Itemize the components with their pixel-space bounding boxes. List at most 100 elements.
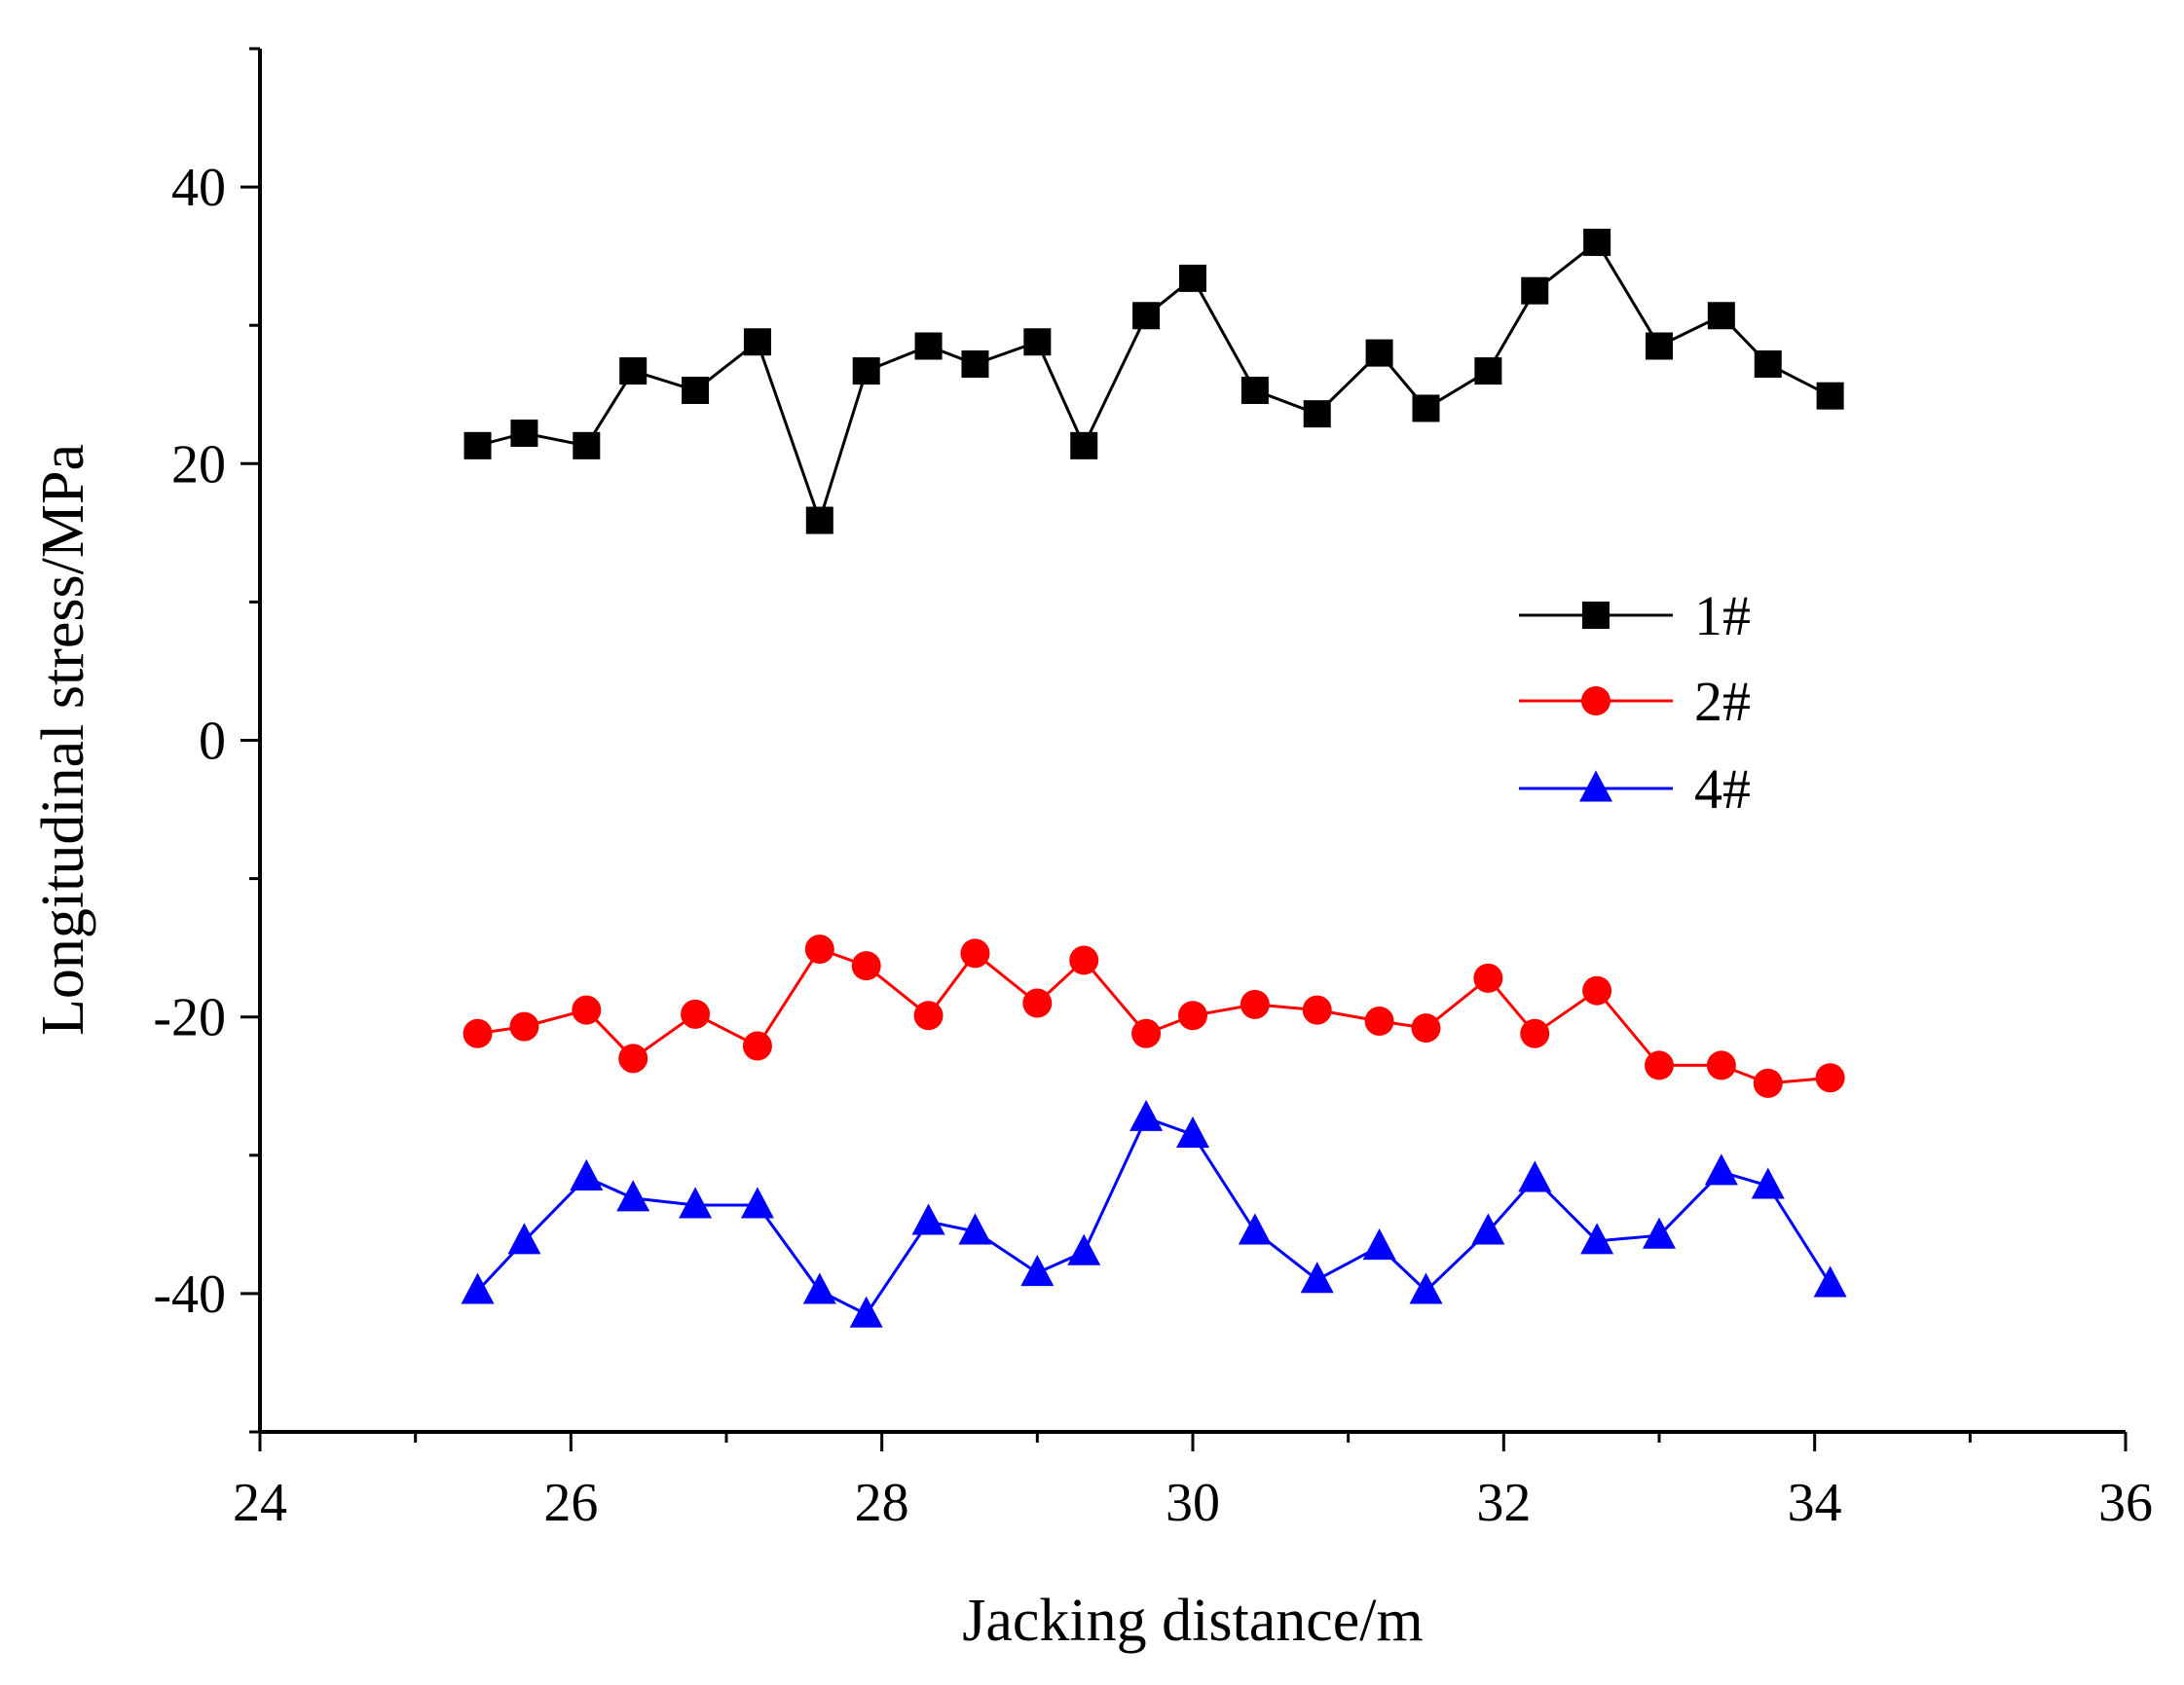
- data-point: [463, 1018, 493, 1048]
- y-tick-label: -20: [153, 988, 226, 1048]
- x-tick-label: 28: [855, 1473, 909, 1533]
- data-point: [1070, 431, 1098, 459]
- data-point: [849, 1296, 883, 1328]
- data-point: [1816, 382, 1844, 410]
- data-point: [1300, 1262, 1334, 1294]
- data-point: [1580, 1223, 1614, 1255]
- data-point: [616, 1180, 650, 1212]
- data-point: [1474, 357, 1502, 385]
- x-tick-label: 32: [1476, 1473, 1531, 1533]
- data-point: [507, 1223, 541, 1255]
- data-point: [1471, 1213, 1505, 1245]
- data-point: [510, 420, 538, 448]
- x-tick-label: 30: [1166, 1473, 1220, 1533]
- data-point: [1365, 339, 1393, 367]
- data-point: [1518, 1160, 1552, 1192]
- data-point: [1023, 328, 1052, 356]
- x-tick-label: 34: [1788, 1473, 1842, 1533]
- legend-item: 1#: [1519, 584, 1751, 647]
- data-point: [1302, 995, 1332, 1025]
- x-tick-label: 24: [233, 1473, 287, 1533]
- data-point: [509, 1011, 539, 1042]
- series-line: [477, 239, 1832, 526]
- data-point: [679, 1187, 713, 1219]
- legend-marker: [1582, 602, 1610, 629]
- y-tick-label: 40: [171, 158, 226, 218]
- data-point: [961, 349, 989, 378]
- x-tick-label: 26: [543, 1473, 598, 1533]
- series-0: [463, 228, 1844, 534]
- data-point: [1069, 945, 1099, 975]
- y-tick-label: 0: [199, 712, 226, 772]
- data-point: [742, 1031, 772, 1061]
- data-point: [1020, 1254, 1055, 1287]
- data-point: [1179, 264, 1206, 292]
- data-point: [1178, 1001, 1207, 1031]
- y-ticks: -40 -20 0 20 40: [153, 47, 260, 1434]
- data-point: [1176, 1116, 1209, 1148]
- y-axis-title: Longitudinal stress/MPa: [30, 444, 96, 1036]
- data-point: [914, 332, 943, 360]
- legend-marker: [1581, 686, 1610, 715]
- data-point: [572, 995, 602, 1025]
- data-point: [1706, 1050, 1736, 1081]
- data-point: [805, 506, 833, 534]
- data-point: [1238, 1213, 1272, 1245]
- data-point: [1646, 332, 1673, 360]
- data-point: [1067, 1233, 1101, 1265]
- data-point: [1643, 1217, 1676, 1249]
- data-point: [911, 1203, 945, 1235]
- data-point: [1240, 989, 1270, 1019]
- data-point: [1303, 400, 1331, 428]
- data-point: [1753, 1068, 1783, 1098]
- data-point: [618, 1044, 648, 1074]
- data-point: [1582, 975, 1612, 1006]
- data-point: [463, 431, 492, 459]
- data-point: [743, 328, 771, 356]
- data-point: [1520, 1018, 1550, 1048]
- series-line: [477, 947, 1831, 1085]
- data-point: [913, 1001, 944, 1031]
- data-point: [1362, 1227, 1396, 1261]
- data-point: [1815, 1063, 1845, 1093]
- legend-item: 4#: [1519, 757, 1751, 821]
- data-point: [1583, 228, 1611, 256]
- legend-label: 4#: [1694, 757, 1751, 821]
- data-point: [1707, 302, 1735, 330]
- data-point: [573, 431, 601, 459]
- data-point: [958, 1213, 992, 1245]
- data-point: [1131, 1018, 1162, 1048]
- x-axis-title: Jacking distance/m: [962, 1588, 1423, 1654]
- data-point: [802, 1272, 836, 1304]
- data-point: [681, 999, 711, 1029]
- data-point: [1240, 376, 1269, 404]
- data-point: [1521, 276, 1549, 305]
- y-tick-label: -40: [153, 1264, 226, 1325]
- legend-item: 2#: [1519, 670, 1751, 733]
- data-point: [960, 938, 990, 969]
- data-point: [1473, 963, 1503, 993]
- x-tick-label: 36: [2098, 1473, 2153, 1533]
- data-point: [1364, 1006, 1394, 1036]
- data-point: [851, 951, 881, 981]
- legend: 1# 2# 4#: [1519, 584, 1751, 821]
- data-point: [1411, 1013, 1441, 1044]
- y-tick-label: 20: [171, 434, 226, 495]
- data-point: [740, 1187, 774, 1219]
- x-ticks: 24 26 28 30 32 34 36: [233, 1432, 2153, 1533]
- data-point: [852, 357, 880, 385]
- legend-marker: [1579, 770, 1612, 802]
- data-point: [1754, 349, 1782, 378]
- data-point: [1645, 1050, 1674, 1081]
- data-point: [1022, 988, 1053, 1018]
- data-point: [570, 1158, 604, 1191]
- series-layer: [461, 228, 1847, 1328]
- data-point: [1129, 1099, 1164, 1131]
- series-2: [461, 1099, 1847, 1328]
- data-point: [1412, 394, 1440, 422]
- legend-label: 2#: [1694, 670, 1751, 733]
- data-point: [804, 934, 834, 965]
- series-1: [463, 934, 1845, 1098]
- data-point: [1409, 1272, 1443, 1304]
